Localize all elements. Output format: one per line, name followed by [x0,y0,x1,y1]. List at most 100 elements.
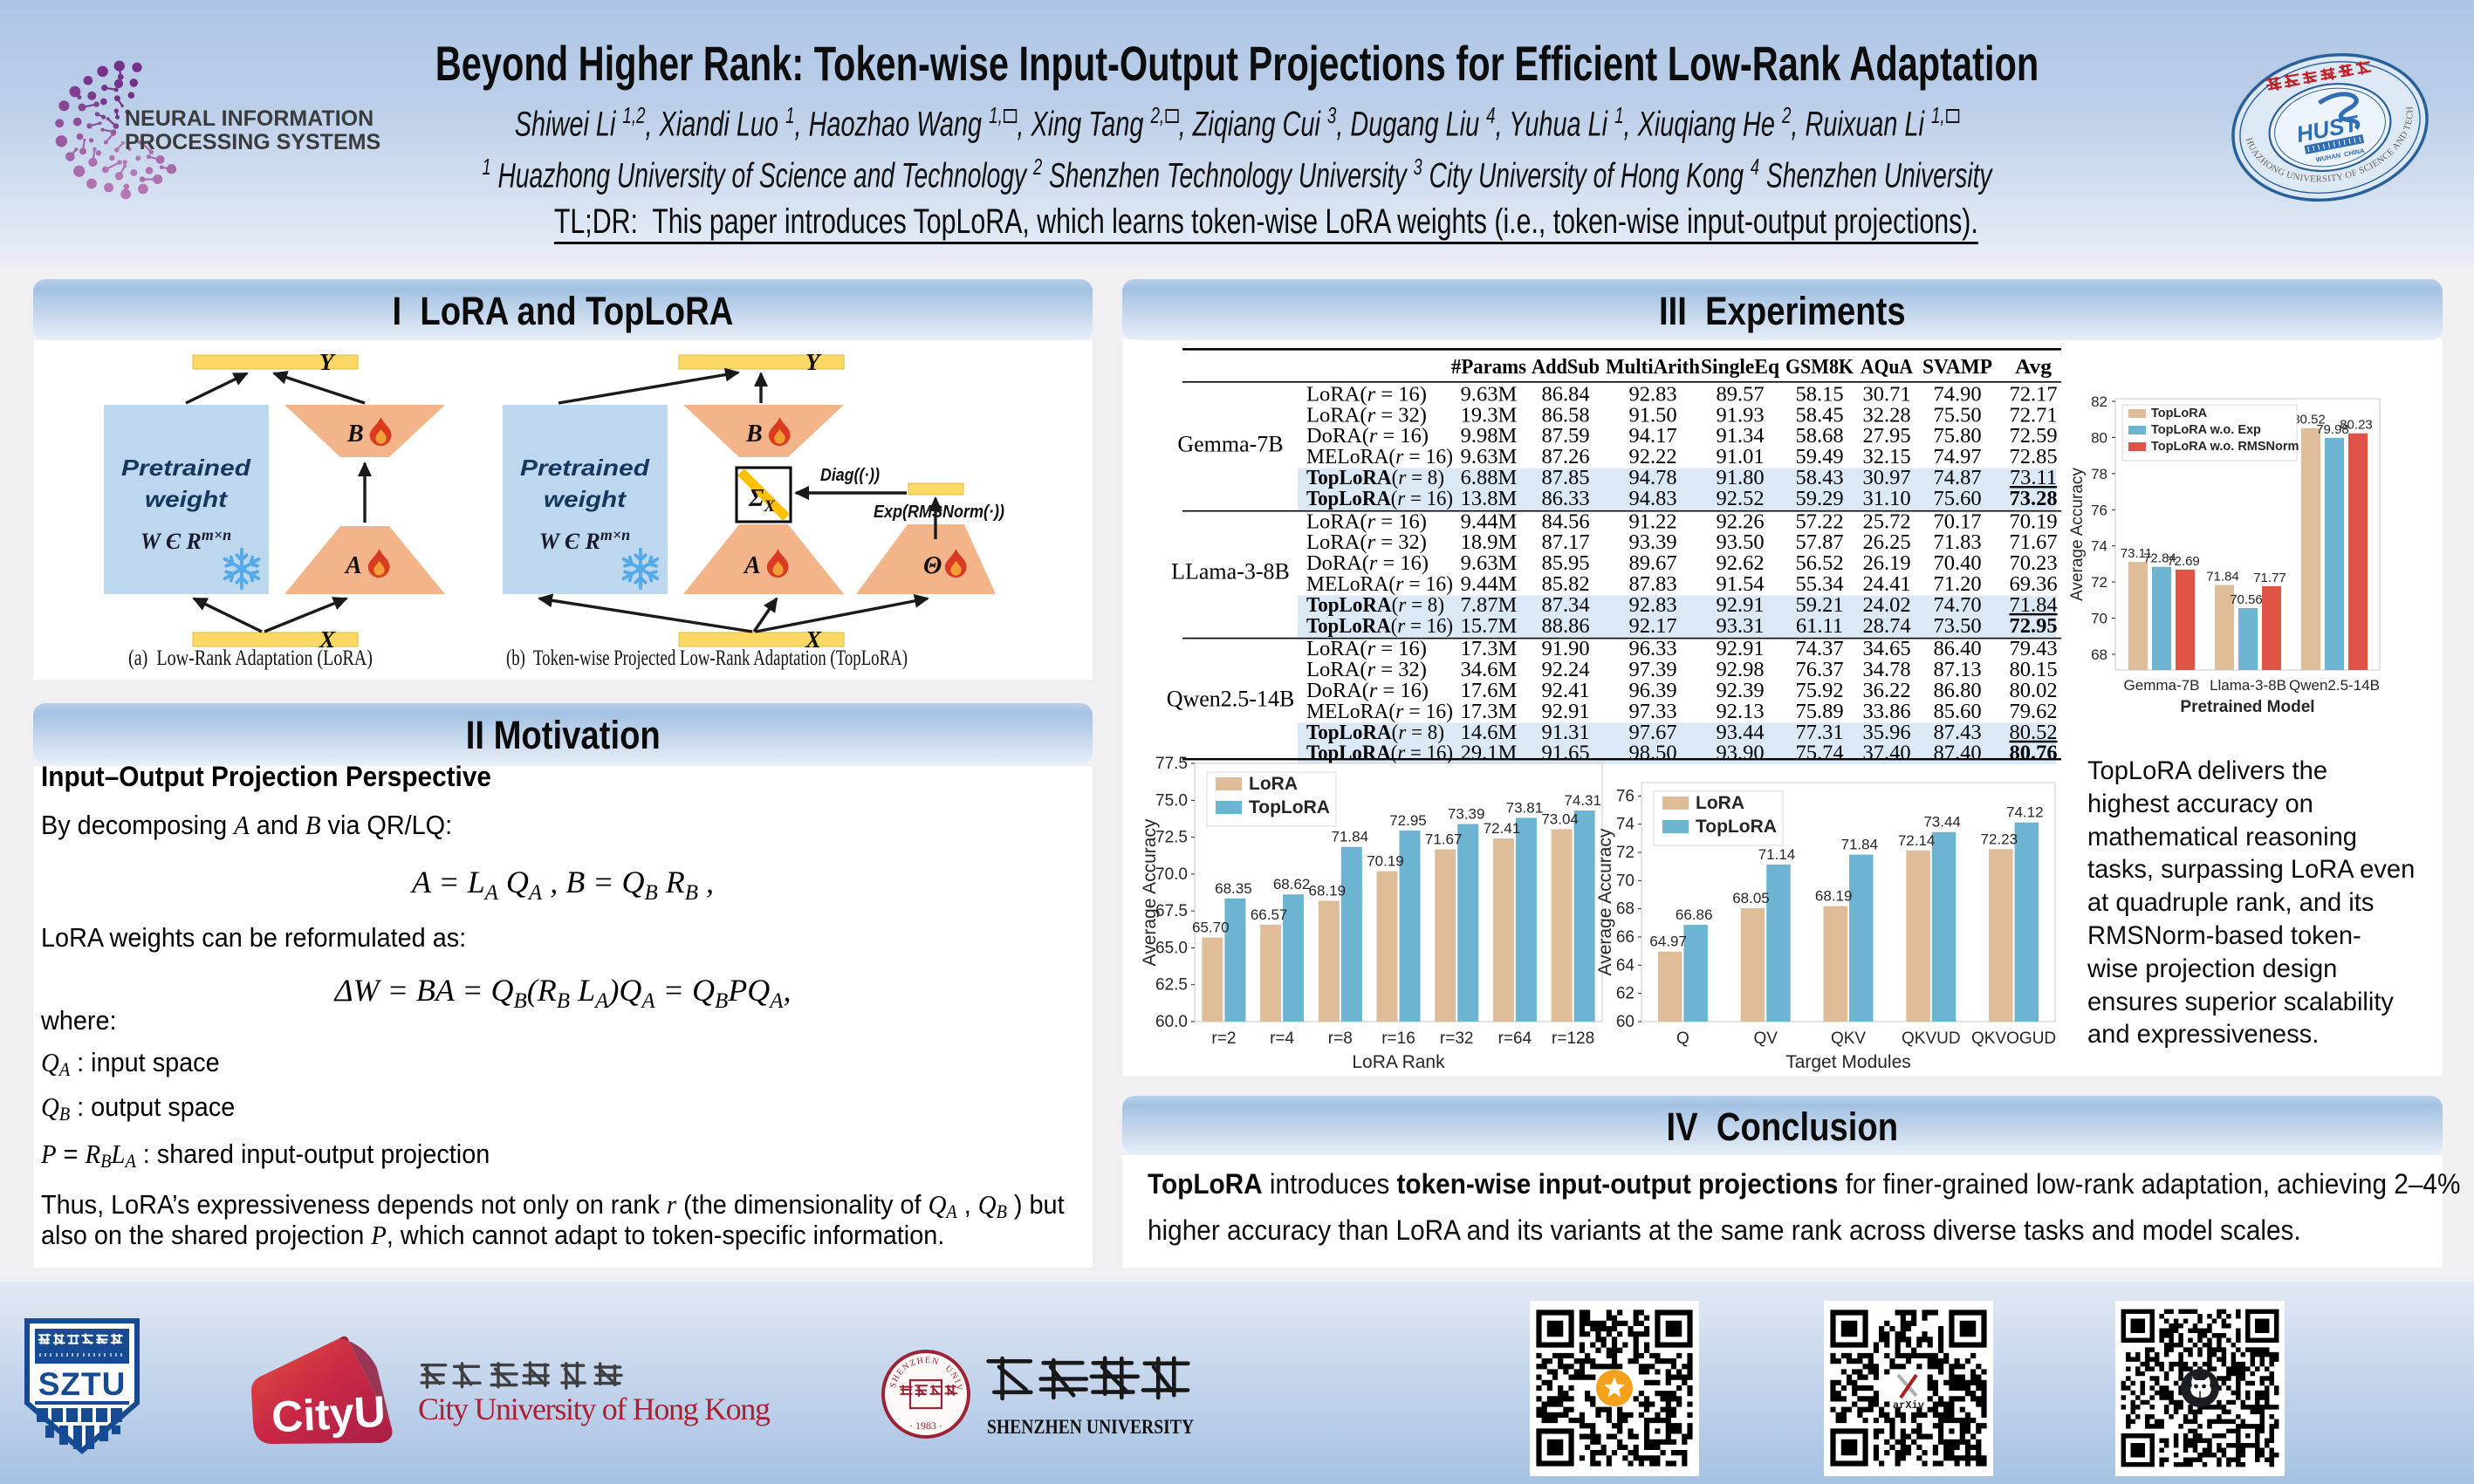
svg-text:74: 74 [2091,538,2107,555]
svg-text:Llama-3-8B: Llama-3-8B [2210,677,2286,694]
svg-text:33.86: 33.86 [1862,700,1910,723]
svg-text:93.39: 93.39 [1628,530,1676,554]
svg-text:66.57: 66.57 [1251,906,1288,923]
svg-text:98.50: 98.50 [1628,742,1676,765]
svg-text:80.02: 80.02 [2009,679,2057,702]
svg-text:73.11: 73.11 [2121,546,2152,561]
svg-text:91.90: 91.90 [1541,637,1589,660]
svg-text:Qwen2.5-14B: Qwen2.5-14B [1167,686,1295,711]
svg-text:59.49: 59.49 [1795,445,1843,468]
svg-text:14.6M: 14.6M [1461,721,1518,744]
svg-text:34.78: 34.78 [1862,658,1910,681]
svg-text:75.60: 75.60 [1933,487,1981,510]
svg-text:66.86: 66.86 [1676,906,1713,923]
svg-text:91.54: 91.54 [1716,572,1764,596]
svg-text:Average Accuracy: Average Accuracy [2068,468,2087,601]
svg-text:PROCESSING SYSTEMS: PROCESSING SYSTEMS [125,130,380,154]
svg-text:NEURAL INFORMATION: NEURAL INFORMATION [125,106,373,131]
svg-text:Exp(RMSNorm(·)): Exp(RMSNorm(·)) [874,503,1004,522]
svg-text:92.62: 92.62 [1716,551,1764,575]
svg-text:91.65: 91.65 [1541,742,1589,765]
svg-text:Pretrained: Pretrained [520,455,650,481]
svg-text:64: 64 [1616,956,1635,975]
svg-text:72.95: 72.95 [2009,614,2057,638]
svg-text:71.77: 71.77 [2253,571,2286,585]
svg-text:7.87M: 7.87M [1461,593,1518,617]
svg-text:r=4: r=4 [1270,1029,1294,1048]
svg-text:32.28: 32.28 [1862,403,1910,427]
svg-text:34.6M: 34.6M [1461,658,1518,681]
svg-text:62.5: 62.5 [1155,976,1188,995]
svg-text:72.71: 72.71 [2009,403,2057,427]
svg-text:29.1M: 29.1M [1461,742,1518,765]
svg-text:75.0: 75.0 [1155,791,1188,810]
svg-text:QKVUD: QKVUD [1902,1029,1961,1048]
svg-text:32.15: 32.15 [1862,445,1910,468]
svg-text:A: A [344,552,362,579]
svg-text:AQuA: AQuA [1861,355,1913,379]
svg-text:60: 60 [1616,1013,1634,1031]
svg-text:93.31: 93.31 [1716,614,1764,638]
svg-text:73.04: 73.04 [1541,810,1579,827]
svg-text:Average Accuracy: Average Accuracy [1595,828,1615,975]
svg-text:City University of Hong Kong: City University of Hong Kong [418,1392,771,1426]
svg-text:25.72: 25.72 [1862,509,1910,533]
svg-text:r=128: r=128 [1552,1029,1594,1048]
svg-text:9.63M: 9.63M [1461,551,1518,575]
svg-text:92.91: 92.91 [1716,593,1764,617]
svg-text:TopLoRA: TopLoRA [1696,817,1777,837]
svg-text:79.98: 79.98 [2316,422,2349,437]
svg-text:58.45: 58.45 [1795,403,1843,427]
svg-text:91.50: 91.50 [1628,403,1676,427]
svg-text:92.83: 92.83 [1628,382,1676,406]
svg-text:arXiv: arXiv [1893,1399,1924,1412]
svg-text:70.0: 70.0 [1155,865,1188,884]
svg-text:weight: weight [544,486,627,512]
svg-text:57.22: 57.22 [1795,509,1843,533]
svg-text:94.78: 94.78 [1628,466,1676,489]
svg-text:70: 70 [2091,611,2107,627]
svg-text:94.17: 94.17 [1628,424,1676,448]
svg-text:QV: QV [1753,1029,1778,1048]
svg-text:71.83: 71.83 [1933,530,1981,554]
svg-text:LLama-3-8B: LLama-3-8B [1171,558,1290,584]
svg-text:24.02: 24.02 [1862,593,1910,617]
svg-text:86.84: 86.84 [1541,382,1589,406]
svg-text:MELoRA(r = 16): MELoRA(r = 16) [1306,445,1453,468]
svg-text:Y: Y [319,349,336,375]
svg-text:87.83: 87.83 [1628,572,1676,596]
svg-text:MELoRA(r = 16): MELoRA(r = 16) [1306,572,1453,596]
svg-text:91.01: 91.01 [1716,445,1764,468]
svg-text:74.90: 74.90 [1933,382,1981,406]
svg-text:9.63M: 9.63M [1461,382,1518,406]
svg-text:75.89: 75.89 [1795,700,1843,723]
svg-text:92.17: 92.17 [1628,614,1676,638]
svg-text:30.71: 30.71 [1862,382,1910,406]
svg-text:r=2: r=2 [1211,1029,1236,1048]
svg-text:80.15: 80.15 [2009,658,2057,681]
svg-text:LoRA Rank: LoRA Rank [1352,1052,1445,1072]
svg-text:TopLoRA(r = 8): TopLoRA(r = 8) [1306,593,1444,617]
svg-text:SZTU: SZTU [38,1366,127,1402]
svg-text:55.34: 55.34 [1795,572,1843,596]
svg-text:72.59: 72.59 [2009,424,2057,448]
svg-text:64.97: 64.97 [1649,933,1687,950]
svg-text:13.8M: 13.8M [1461,487,1518,510]
svg-text:Average Accuracy: Average Accuracy [1140,818,1160,966]
svg-text:26.25: 26.25 [1862,530,1910,554]
svg-text:68: 68 [2091,646,2107,663]
svg-text:LoRA(r = 16): LoRA(r = 16) [1306,509,1427,533]
svg-text:75.92: 75.92 [1795,679,1843,702]
svg-text:75.50: 75.50 [1933,403,1981,427]
svg-text:72.85: 72.85 [2009,445,2057,468]
svg-text:TopLoRA(r = 16): TopLoRA(r = 16) [1306,742,1453,765]
svg-text:91.93: 91.93 [1716,403,1764,427]
svg-text:LoRA(r = 32): LoRA(r = 32) [1306,530,1427,554]
svg-text:DoRA(r = 16): DoRA(r = 16) [1306,551,1429,575]
svg-text:9.98M: 9.98M [1461,424,1518,448]
svg-text:68.05: 68.05 [1732,890,1770,906]
svg-text:73.81: 73.81 [1506,799,1544,816]
svg-text:68.19: 68.19 [1815,888,1853,905]
svg-text:89.67: 89.67 [1628,551,1676,575]
svg-text:79.62: 79.62 [2009,700,2057,723]
